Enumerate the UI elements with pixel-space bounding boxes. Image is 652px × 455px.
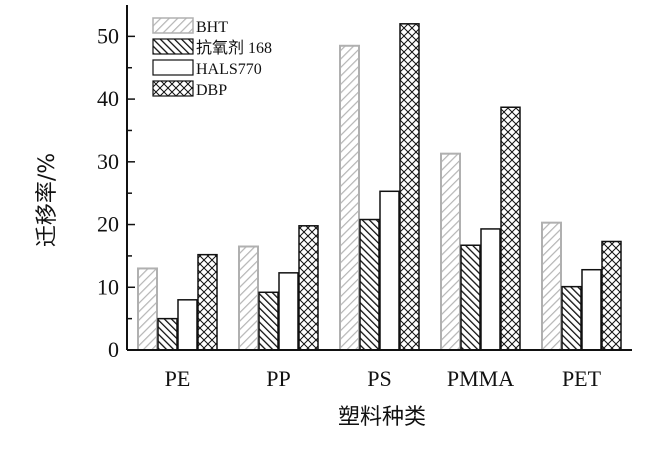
legend-swatch	[152, 38, 194, 55]
bar-pmma-series-2	[480, 228, 501, 351]
bar-pet-series-0	[541, 221, 562, 351]
bar-pp-series-2	[278, 272, 299, 351]
legend-label: 抗氧剂 168	[196, 39, 272, 57]
y-tick-label: 40	[97, 86, 119, 111]
bar-pe-series-0	[137, 267, 158, 352]
bar-pmma-series-1	[460, 244, 481, 351]
legend: BHT 抗氧剂 168 HALS770 DBP	[152, 17, 272, 99]
bar-ps-series-2	[379, 190, 400, 351]
bar-ps-series-3	[399, 23, 420, 351]
bar-pet-series-2	[581, 268, 602, 351]
x-tick-label: PP	[266, 366, 290, 391]
bar-ps-series-0	[339, 44, 360, 351]
bar-pe-series-1	[157, 317, 178, 351]
legend-label: BHT	[196, 19, 228, 36]
legend-swatch	[152, 17, 194, 34]
bar-pp-series-0	[238, 245, 259, 351]
bar-pmma-series-3	[500, 106, 521, 351]
bar-ps-series-1	[359, 218, 380, 351]
plot-area: PE PP PS PMMA PET 0 10 20 30 40 50	[97, 5, 632, 391]
x-tick-label: PET	[562, 366, 602, 391]
legend-swatch	[152, 80, 194, 97]
bar-pp-series-1	[258, 291, 279, 351]
legend-label: HALS770	[196, 61, 262, 78]
x-axis-title: 塑料种类	[338, 405, 426, 430]
bar-pe-series-3	[197, 253, 218, 351]
y-tick-label: 20	[97, 212, 119, 237]
bar-pe-series-2	[177, 299, 198, 351]
y-tick-label: 10	[97, 274, 119, 299]
y-axis-title: 迁移率/%	[35, 153, 60, 247]
x-tick-label: PS	[367, 366, 391, 391]
legend-label: DBP	[196, 82, 227, 99]
x-tick-label: PE	[165, 366, 191, 391]
bar-pet-series-1	[561, 285, 582, 351]
legend-swatch	[152, 59, 194, 76]
y-tick-label: 0	[108, 337, 119, 362]
bar-pet-series-3	[601, 240, 622, 351]
bar-pp-series-3	[298, 225, 319, 351]
bar-pmma-series-0	[440, 152, 461, 351]
y-tick-label: 50	[97, 23, 119, 48]
y-tick-label: 30	[97, 149, 119, 174]
x-tick-label: PMMA	[447, 366, 514, 391]
